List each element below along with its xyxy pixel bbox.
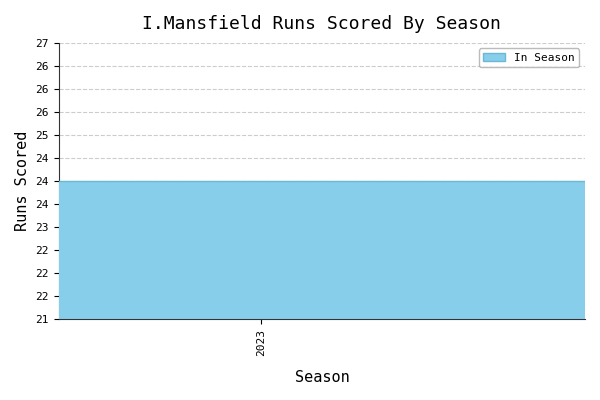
- Y-axis label: Runs Scored: Runs Scored: [15, 131, 30, 231]
- X-axis label: Season: Season: [295, 370, 349, 385]
- Bar: [0, 181, 600, 319]
- Legend: In Season: In Season: [479, 48, 580, 67]
- Title: I.Mansfield Runs Scored By Season: I.Mansfield Runs Scored By Season: [142, 15, 502, 33]
